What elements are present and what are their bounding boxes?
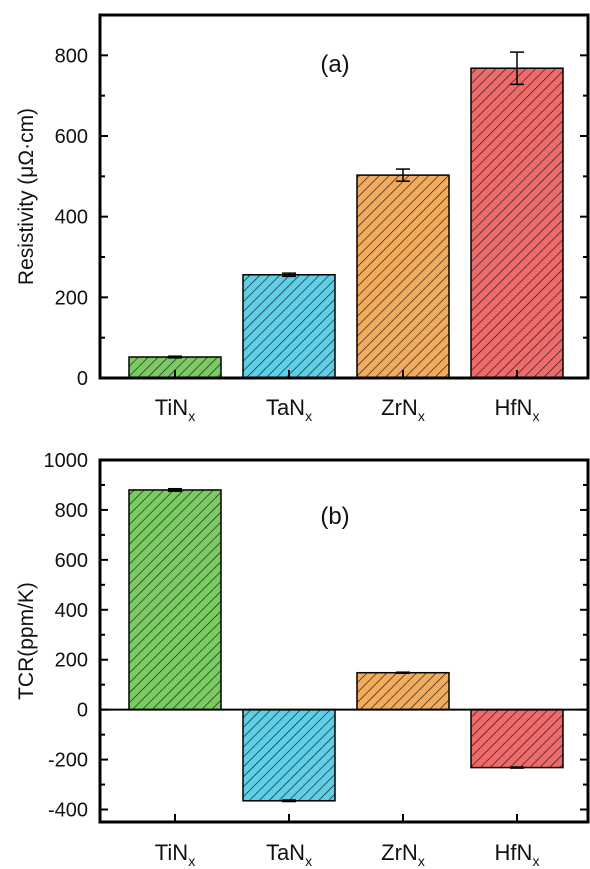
panel-a-label: (a) [320, 51, 349, 78]
panel-a-resistivity: (a) Resistivity (μΩ·cm) 0 200 400 600 800 Ti… [15, 13, 590, 424]
a-x-tick-label: TiNx [155, 395, 195, 424]
a-bar-hfnx [470, 67, 564, 379]
b-bar-tinx [128, 489, 222, 711]
a-y-tick-label: 600 [55, 126, 88, 148]
b-y-tick-label: 1000 [44, 450, 89, 472]
a-y-tick-label: 800 [55, 45, 88, 67]
panel-b-y-axis-title: TCR(ppm/K) [15, 582, 38, 700]
b-error-bar-tinx [168, 487, 182, 492]
b-x-tick-label: ZrNx [381, 840, 425, 869]
a-x-tick-label: HfNx [495, 395, 540, 424]
panel-b-label: (b) [320, 503, 349, 530]
a-error-bar-tanx [282, 272, 296, 278]
panel-a-x-tick-labels: TiNx TaNx ZrNx HfNx [155, 395, 540, 424]
b-error-bar-tanx [282, 799, 296, 803]
b-y-tick-label: 200 [55, 650, 88, 672]
panel-b-y-tick-labels: -400 -200 0 200 400 600 800 1000 [44, 450, 89, 822]
b-error-bar-zrnx [396, 671, 410, 674]
b-bar-zrnx [356, 671, 450, 711]
panel-b-x-tick-labels: TiNx TaNx ZrNx HfNx [155, 840, 540, 869]
a-error-bar-zrnx [396, 168, 410, 182]
a-error-bar-hfnx [510, 51, 524, 86]
panel-a-y-tick-labels: 0 200 400 600 800 [55, 45, 88, 390]
b-y-tick-label: 0 [77, 700, 88, 722]
a-bar-zrnx [356, 174, 450, 379]
b-y-tick-label: -400 [48, 800, 88, 822]
a-y-tick-label: 0 [77, 368, 88, 390]
panel-a-bars [128, 67, 564, 379]
panel-a-plot-frame [98, 13, 590, 380]
panel-b-plot-frame [98, 458, 590, 824]
b-y-tick-label: -200 [48, 750, 88, 772]
b-bar-hfnx [470, 708, 564, 769]
a-x-tick-label: ZrNx [381, 395, 425, 424]
a-bar-tanx [242, 273, 336, 379]
b-y-tick-label: 400 [55, 600, 88, 622]
panel-a-error-bars [168, 51, 524, 359]
b-bar-tanx [242, 708, 336, 802]
b-x-tick-label: TiNx [155, 840, 195, 869]
a-y-tick-label: 400 [55, 207, 88, 229]
b-y-tick-label: 600 [55, 550, 88, 572]
b-x-tick-label: HfNx [495, 840, 540, 869]
a-error-bar-tinx [168, 355, 182, 359]
panel-b-tcr: (b) TCR(ppm/K) -400 -200 0 200 400 600 800 1000… [15, 450, 590, 869]
panel-b-bars [128, 489, 564, 802]
panel-a-y-axis-title: Resistivity (μΩ·cm) [15, 108, 38, 285]
a-y-tick-label: 200 [55, 287, 88, 309]
panel-b-error-bars [168, 487, 524, 803]
b-error-bar-hfnx [510, 766, 524, 769]
b-x-tick-label: TaNx [266, 840, 312, 869]
a-x-tick-label: TaNx [266, 395, 312, 424]
b-y-tick-label: 800 [55, 500, 88, 522]
